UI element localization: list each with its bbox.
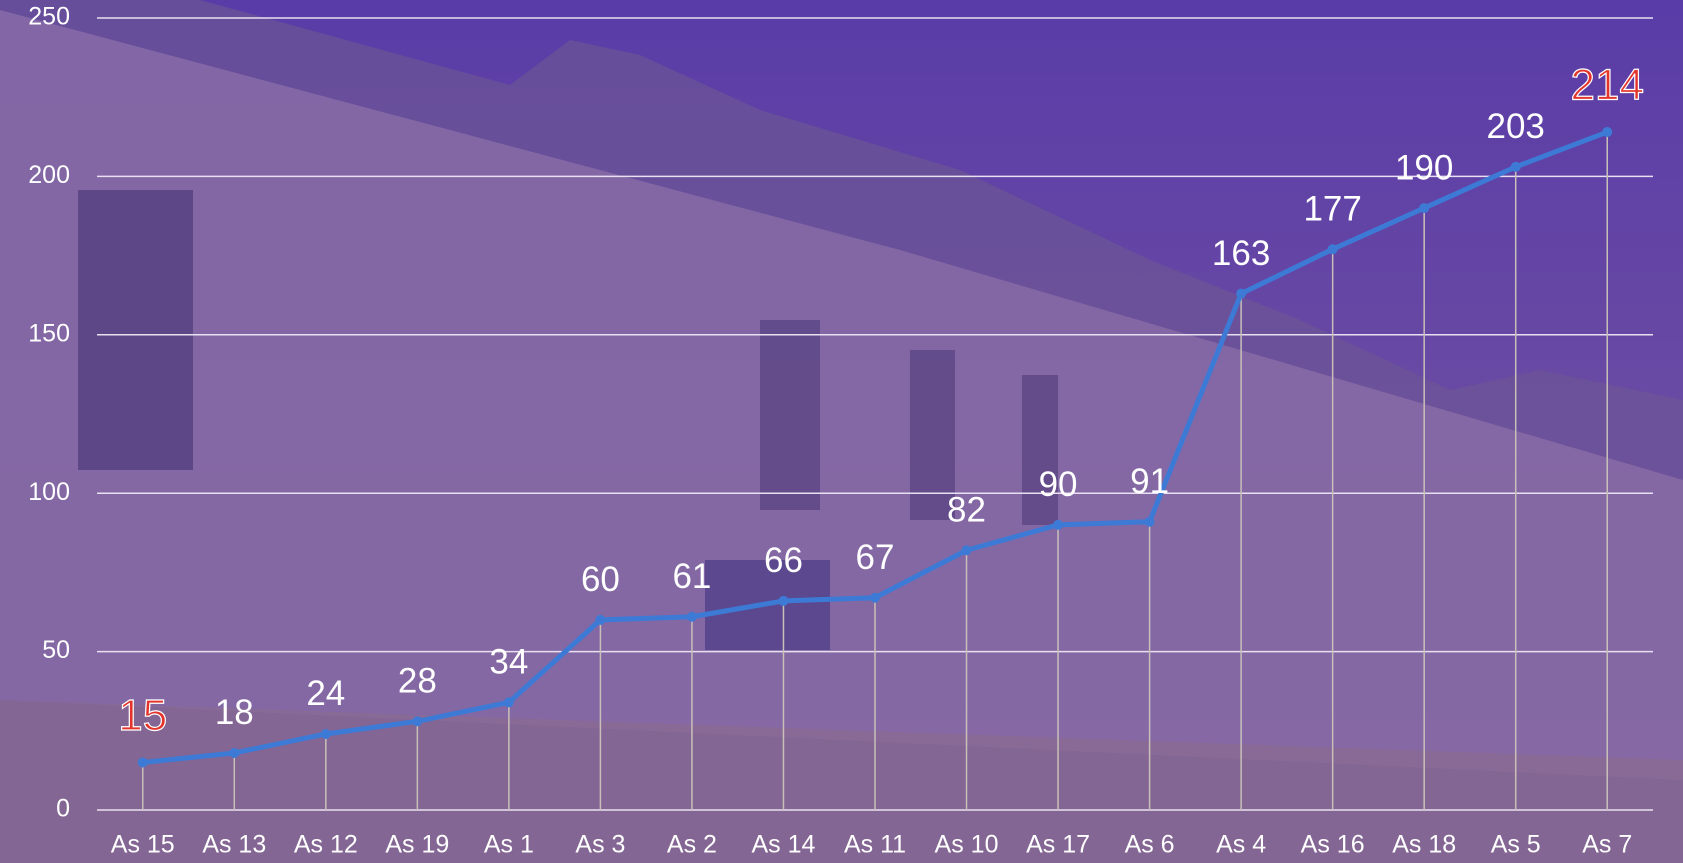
value-label: 61 bbox=[672, 557, 711, 596]
x-tick-label: As 18 bbox=[1392, 831, 1456, 859]
y-tick-label: 250 bbox=[28, 3, 70, 31]
point bbox=[320, 728, 331, 739]
x-tick-label: As 19 bbox=[385, 831, 449, 859]
value-label: 15 bbox=[118, 691, 167, 740]
point bbox=[1419, 203, 1430, 214]
point bbox=[870, 592, 880, 603]
value-label: 190 bbox=[1395, 148, 1453, 187]
x-tick-label: As 10 bbox=[935, 831, 999, 859]
x-tick-label: As 12 bbox=[294, 831, 358, 859]
x-tick-label: As 15 bbox=[111, 831, 175, 859]
x-tick-label: As 2 bbox=[667, 831, 717, 859]
point bbox=[961, 545, 972, 556]
value-label: 18 bbox=[215, 693, 254, 732]
x-tick-label: As 3 bbox=[575, 831, 625, 859]
x-tick-label: As 14 bbox=[752, 831, 816, 859]
value-label: 214 bbox=[1571, 61, 1644, 110]
point bbox=[1327, 244, 1338, 255]
x-tick-label: As 7 bbox=[1582, 831, 1632, 859]
y-tick-label: 200 bbox=[28, 161, 70, 189]
x-tick-label: As 5 bbox=[1491, 831, 1541, 859]
x-tick-label: As 11 bbox=[844, 831, 906, 859]
value-label: 60 bbox=[581, 560, 620, 599]
y-tick-label: 150 bbox=[28, 319, 70, 347]
point bbox=[412, 716, 423, 727]
x-tick-label: As 17 bbox=[1026, 831, 1090, 859]
point bbox=[778, 595, 789, 606]
value-label: 163 bbox=[1212, 234, 1270, 273]
x-tick-label: As 4 bbox=[1216, 831, 1266, 859]
y-tick-label: 0 bbox=[56, 795, 70, 823]
value-label: 24 bbox=[306, 674, 345, 713]
value-label: 177 bbox=[1303, 190, 1361, 229]
point bbox=[1236, 288, 1247, 299]
point bbox=[595, 614, 606, 625]
x-tick-label: As 6 bbox=[1125, 831, 1175, 859]
value-label: 67 bbox=[856, 538, 895, 577]
y-tick-label: 50 bbox=[42, 636, 70, 664]
x-tick-label: As 13 bbox=[202, 831, 266, 859]
value-label: 90 bbox=[1039, 465, 1078, 504]
y-tick-label: 100 bbox=[28, 478, 70, 506]
point bbox=[1602, 127, 1613, 138]
value-label: 82 bbox=[947, 490, 986, 529]
point bbox=[137, 757, 148, 768]
value-label: 203 bbox=[1487, 107, 1545, 146]
value-label: 34 bbox=[489, 643, 528, 682]
point bbox=[1510, 161, 1521, 172]
point bbox=[1053, 519, 1064, 530]
point bbox=[686, 611, 697, 622]
value-label: 66 bbox=[764, 541, 803, 580]
value-label: 91 bbox=[1130, 462, 1169, 501]
x-tick-label: As 16 bbox=[1301, 831, 1365, 859]
point bbox=[503, 697, 514, 708]
point bbox=[1144, 516, 1155, 527]
x-tick-label: As 1 bbox=[484, 831, 534, 859]
value-label: 28 bbox=[398, 662, 437, 701]
point bbox=[229, 747, 240, 758]
